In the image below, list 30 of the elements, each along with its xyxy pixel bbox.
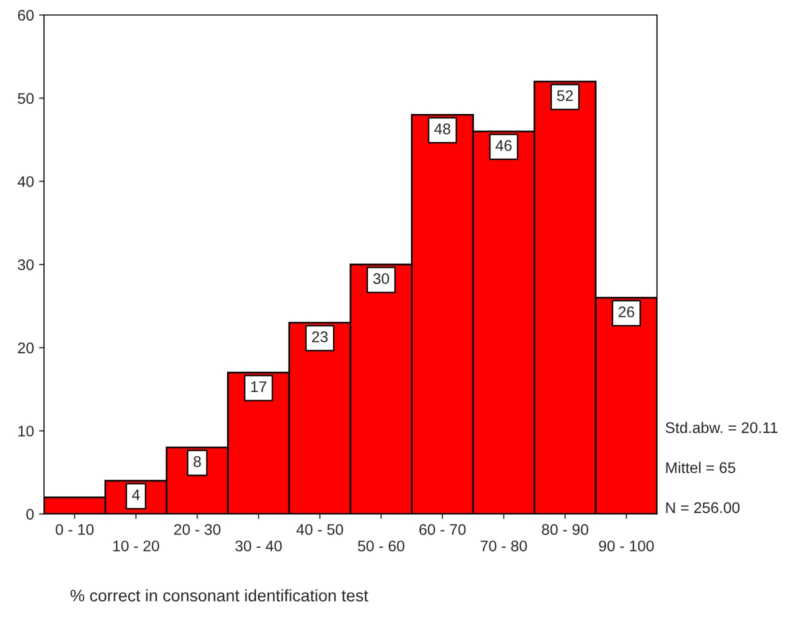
- data-label: 17: [251, 381, 266, 392]
- x-tick-label: 60 - 70: [419, 524, 466, 535]
- y-tick-label: 20: [18, 342, 34, 354]
- x-tick-label: 80 - 90: [542, 524, 588, 535]
- x-tick-label: 40 - 50: [296, 524, 344, 535]
- text: Mittel = 65: [666, 462, 736, 474]
- data-label: 26: [618, 306, 634, 318]
- data-label: 23: [312, 331, 328, 342]
- y-tick-label: 0: [26, 508, 34, 520]
- data-label: 8: [194, 456, 201, 468]
- text: N = 256.00: [666, 502, 740, 514]
- x-tick-label: 50 - 60: [358, 540, 404, 552]
- y-tick-label: 10: [18, 426, 34, 437]
- y-tick-label: 60: [18, 10, 34, 21]
- y-tick-label: 30: [18, 259, 34, 270]
- x-tick-label: 10 - 20: [113, 540, 160, 552]
- y-tick-label: 50: [18, 93, 34, 104]
- data-label: 30: [373, 273, 390, 284]
- data-label: 4: [132, 490, 140, 500]
- x-tick-label: 30 - 40: [235, 540, 282, 552]
- y-tick-label: 40: [18, 176, 34, 188]
- data-label: 46: [496, 140, 512, 151]
- x-tick-label: 20 - 30: [174, 524, 220, 535]
- x-tick-label: 70 - 80: [480, 540, 527, 552]
- x-axis-title: % correct in consonant identification test: [70, 589, 368, 602]
- data-label: 48: [434, 124, 450, 134]
- x-tick-label: 0 - 10: [56, 524, 94, 535]
- data-label: 52: [557, 90, 573, 102]
- x-tick-label: 90 - 100: [599, 540, 654, 552]
- text: Std.abw. = 20.11: [666, 422, 778, 434]
